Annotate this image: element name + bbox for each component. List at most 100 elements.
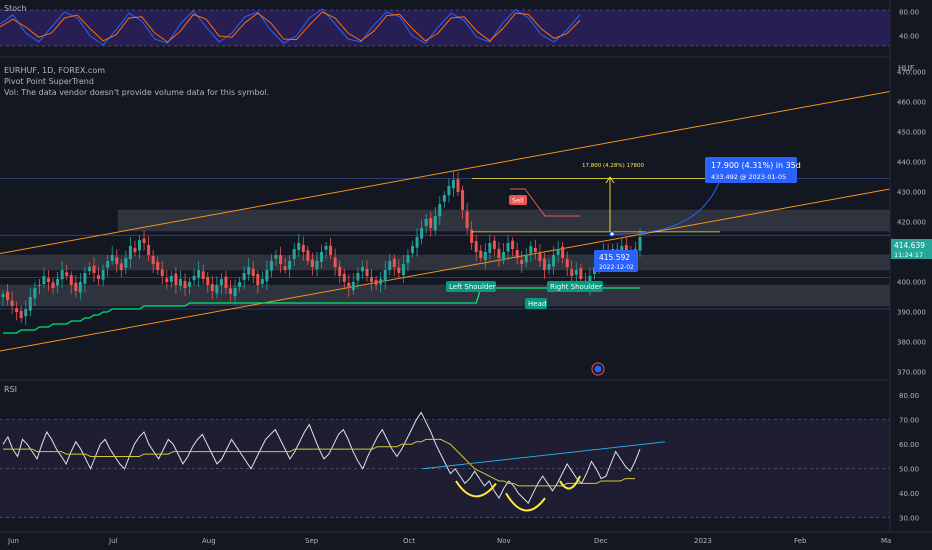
symbol-line[interactable]: EURHUF, 1D, FOREX.com bbox=[4, 66, 105, 75]
right-shoulder-label-bg bbox=[547, 281, 603, 292]
candle-body bbox=[269, 261, 273, 271]
candle-body bbox=[447, 186, 451, 196]
candle-body bbox=[515, 250, 519, 258]
candle-body bbox=[87, 267, 91, 272]
candle-body bbox=[561, 246, 565, 258]
candle-body bbox=[142, 238, 146, 243]
countdown-text: 11:24:17 bbox=[894, 251, 923, 259]
candle-body bbox=[442, 195, 446, 202]
candle-body bbox=[433, 216, 437, 231]
sell-signal-line bbox=[510, 188, 580, 217]
candle-body bbox=[6, 291, 10, 300]
candle-body bbox=[165, 278, 169, 282]
time-tick: Oct bbox=[403, 537, 415, 545]
candle-body bbox=[301, 244, 305, 252]
volume-line: Vol: The data vendor doesn't provide vol… bbox=[4, 88, 270, 97]
rsi-line bbox=[2, 411, 641, 504]
candle-body bbox=[451, 180, 455, 189]
candle-body bbox=[178, 279, 182, 286]
head-label-bg bbox=[525, 298, 547, 309]
candle-body bbox=[574, 270, 578, 275]
candle-body bbox=[156, 261, 160, 270]
time-tick: Jul bbox=[108, 537, 118, 545]
candle-body bbox=[188, 282, 192, 287]
support-resistance-zone bbox=[117, 209, 891, 232]
time-tick: Dec bbox=[594, 537, 608, 545]
candle-body bbox=[556, 249, 560, 255]
price-tick: 400.000 bbox=[897, 279, 926, 287]
candle-body bbox=[74, 282, 78, 291]
candle-body bbox=[565, 258, 569, 267]
candle-body bbox=[470, 229, 474, 243]
candle-body bbox=[92, 265, 96, 273]
candle-body bbox=[533, 247, 537, 252]
candle-body bbox=[492, 240, 496, 249]
candle-body bbox=[570, 269, 574, 276]
candle-body bbox=[488, 243, 492, 253]
left-shoulder-label: Left Shoulder bbox=[449, 283, 496, 291]
price-tick: 460.000 bbox=[897, 99, 926, 107]
candle-body bbox=[315, 261, 319, 270]
candle-body bbox=[110, 255, 114, 261]
stoch-tick: 40.00 bbox=[899, 33, 919, 41]
sell-text: Sell bbox=[512, 197, 524, 205]
rsi-label: RSI bbox=[4, 385, 17, 394]
last-price-badge bbox=[891, 239, 932, 259]
time-tick: Feb bbox=[794, 537, 807, 545]
candle-body bbox=[238, 282, 242, 287]
candle-body bbox=[524, 255, 528, 263]
candle-body bbox=[224, 276, 228, 288]
candle-body bbox=[401, 264, 405, 276]
candle-body bbox=[483, 252, 487, 261]
price-tick: 420.000 bbox=[897, 219, 926, 227]
price-panel[interactable] bbox=[0, 91, 932, 381]
candle-body bbox=[306, 250, 310, 261]
candle-body bbox=[415, 237, 419, 248]
candle-body bbox=[579, 268, 583, 279]
left-shoulder-label-bg bbox=[446, 281, 496, 292]
candle-body bbox=[206, 276, 210, 285]
candle-body bbox=[1, 294, 5, 297]
candle-body bbox=[151, 256, 155, 264]
candle-body bbox=[420, 228, 424, 239]
candle-body bbox=[219, 279, 223, 286]
candle-body bbox=[197, 270, 201, 278]
candle-body bbox=[210, 284, 214, 291]
indicator-line[interactable]: Pivot Point SuperTrend bbox=[4, 77, 94, 86]
candle-body bbox=[147, 245, 151, 255]
rsi-tick: 50.00 bbox=[899, 465, 919, 473]
candle-body bbox=[10, 300, 14, 306]
stoch-panel bbox=[0, 8, 932, 58]
projection-main-text: 17.900 (4.31%) in 35d bbox=[711, 161, 801, 170]
candle-body bbox=[15, 308, 19, 312]
candle-body bbox=[106, 261, 110, 268]
stoch-band bbox=[0, 10, 890, 46]
price-tick: 370.000 bbox=[897, 369, 926, 377]
candle-body bbox=[429, 218, 433, 228]
candle-body bbox=[379, 279, 383, 285]
candle-body bbox=[138, 240, 141, 251]
price-point-date: 2022-12-02 bbox=[599, 264, 634, 271]
candle-body bbox=[624, 245, 628, 252]
candle-body bbox=[115, 257, 119, 264]
rsi-tick: 40.00 bbox=[899, 490, 919, 498]
rsi-tick: 70.00 bbox=[899, 416, 919, 424]
rsi-ma-line bbox=[3, 438, 636, 487]
candle-body bbox=[242, 273, 246, 280]
channel-lower-line bbox=[0, 188, 891, 352]
price-axis-unit: HUF bbox=[898, 64, 915, 73]
candle-body bbox=[406, 255, 410, 263]
supertrend-line bbox=[3, 287, 640, 334]
projection-sub-text: 433.492 @ 2023-01-05 bbox=[711, 173, 786, 181]
rsi-head-arc bbox=[505, 492, 546, 512]
candle-body bbox=[365, 268, 369, 276]
candle-body bbox=[383, 270, 387, 282]
candle-body bbox=[474, 241, 478, 252]
price-tick: 390.000 bbox=[897, 309, 926, 317]
rsi-tick: 60.00 bbox=[899, 441, 919, 449]
rsi-left-shoulder-arc bbox=[455, 480, 497, 498]
candle-body bbox=[288, 261, 292, 270]
candle-body bbox=[520, 259, 524, 264]
